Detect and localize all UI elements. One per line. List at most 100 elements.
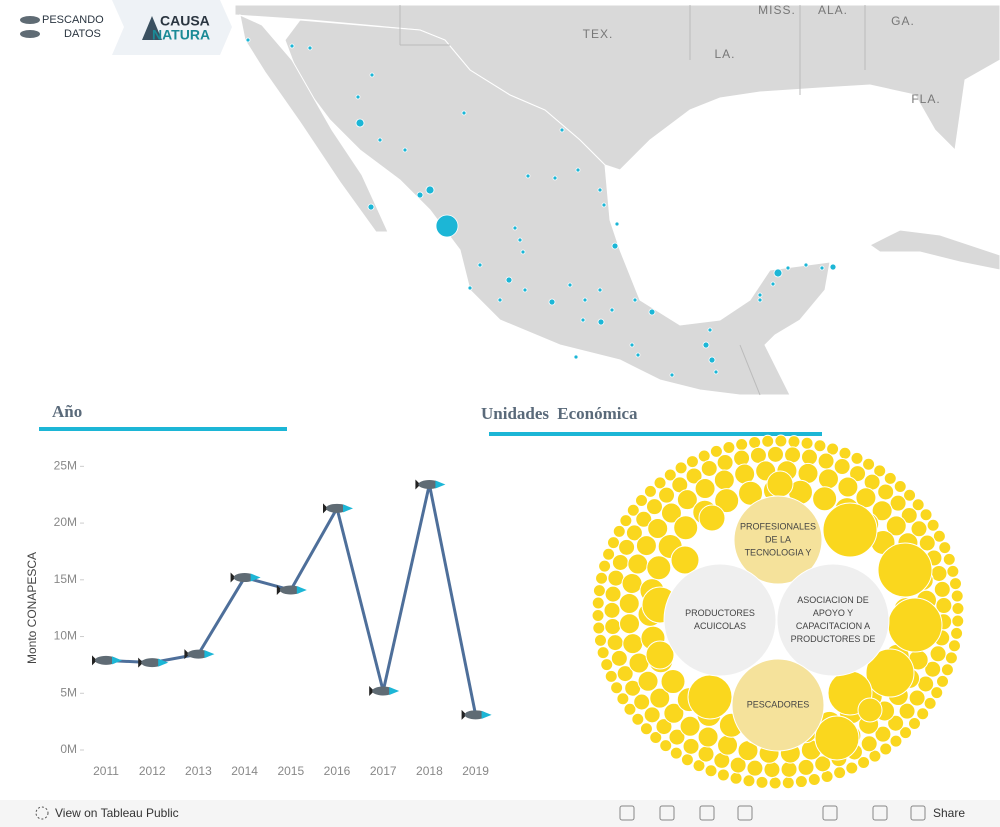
fish-head xyxy=(112,656,122,665)
bubble xyxy=(946,564,960,578)
fish-tail xyxy=(323,503,328,514)
toolbar-icon[interactable] xyxy=(699,805,715,821)
bubble xyxy=(714,488,740,514)
bubble xyxy=(742,774,756,788)
map-dot xyxy=(773,268,783,278)
bubble xyxy=(766,470,794,498)
map-dot xyxy=(597,287,603,293)
bubble xyxy=(908,716,922,730)
bubble xyxy=(694,478,716,500)
toolbar-icon[interactable] xyxy=(872,805,888,821)
bubble xyxy=(598,559,612,573)
bubble-label: PRODUCTORES DE xyxy=(791,634,876,644)
bubble xyxy=(709,444,723,458)
map-dot xyxy=(803,262,809,268)
map-dot xyxy=(520,249,526,255)
bubble xyxy=(685,467,703,485)
bubble xyxy=(837,476,859,498)
toolbar-icon[interactable] xyxy=(659,805,675,821)
bubble xyxy=(607,569,625,587)
logo-fish xyxy=(20,30,40,38)
y-tick-label: 25M xyxy=(54,459,77,473)
bubble xyxy=(619,514,633,528)
share-button[interactable]: Share xyxy=(933,806,965,820)
bubble xyxy=(794,775,808,789)
bubble xyxy=(592,584,606,598)
x-tick-label: 2015 xyxy=(277,764,304,778)
bubble xyxy=(643,706,661,724)
bubble xyxy=(903,488,917,502)
fish-head xyxy=(204,650,215,659)
fish-tail xyxy=(276,585,282,596)
bubble xyxy=(676,489,698,511)
bubble xyxy=(857,755,871,769)
logo-mark xyxy=(142,16,162,40)
bubble xyxy=(653,476,667,490)
fish-body xyxy=(233,573,256,583)
bubble xyxy=(627,553,649,575)
map-border xyxy=(739,344,761,396)
bubble xyxy=(655,718,673,736)
map-dot xyxy=(635,352,641,358)
bubble-labeled xyxy=(663,563,777,677)
fish-body xyxy=(95,655,117,665)
map-label: MISS. xyxy=(758,3,796,17)
bubble xyxy=(700,459,718,477)
logo-text: NATURA xyxy=(152,27,210,43)
x-tick-label: 2017 xyxy=(370,764,397,778)
map-dot xyxy=(708,356,716,364)
bubble xyxy=(860,735,878,753)
bubble xyxy=(887,597,943,653)
bubble xyxy=(800,436,814,450)
toolbar-icon[interactable] xyxy=(822,805,838,821)
bubble xyxy=(600,658,614,672)
bubble xyxy=(833,458,851,476)
map-label: GA. xyxy=(891,14,915,28)
fish-tail xyxy=(230,572,236,583)
bubble xyxy=(817,452,835,470)
bubble xyxy=(645,498,663,516)
bubble xyxy=(670,545,700,575)
fish-body xyxy=(279,585,302,595)
bubble xyxy=(722,440,736,454)
bubble xyxy=(673,515,699,541)
bubble xyxy=(660,502,682,524)
bubble xyxy=(833,766,847,780)
toolbar-icon[interactable] xyxy=(737,805,753,821)
bubble xyxy=(606,634,624,652)
bubble xyxy=(623,702,637,716)
bubble xyxy=(631,712,645,726)
bubble-label: APOYO Y xyxy=(813,608,853,618)
bubble xyxy=(697,745,715,763)
bubble xyxy=(924,660,942,678)
bubble xyxy=(596,646,610,660)
map-dot xyxy=(597,318,605,326)
view-link[interactable]: View on Tableau Public xyxy=(55,806,179,820)
bubble xyxy=(942,552,956,566)
x-tick-label: 2019 xyxy=(462,764,489,778)
bubble xyxy=(898,702,916,720)
bubble xyxy=(865,648,915,698)
bubble xyxy=(951,614,965,628)
bubble xyxy=(604,618,622,636)
land-baja xyxy=(239,14,389,233)
bubble xyxy=(679,715,701,737)
bubble xyxy=(883,471,897,485)
bubble xyxy=(610,649,628,667)
toolbar-icon[interactable] xyxy=(619,805,635,821)
bubble xyxy=(862,457,876,471)
toolbar-icon[interactable] xyxy=(910,805,926,821)
fish-head xyxy=(435,480,446,489)
bubble xyxy=(606,536,620,550)
bubble-label: CAPACITACION A xyxy=(796,621,870,631)
bubble xyxy=(889,734,903,748)
bubble xyxy=(698,504,726,532)
bubble xyxy=(622,633,644,655)
map-dot xyxy=(505,276,513,284)
fish-head xyxy=(296,586,307,595)
map-dot xyxy=(632,297,638,303)
map-dot xyxy=(819,265,825,271)
bubble xyxy=(885,515,907,537)
